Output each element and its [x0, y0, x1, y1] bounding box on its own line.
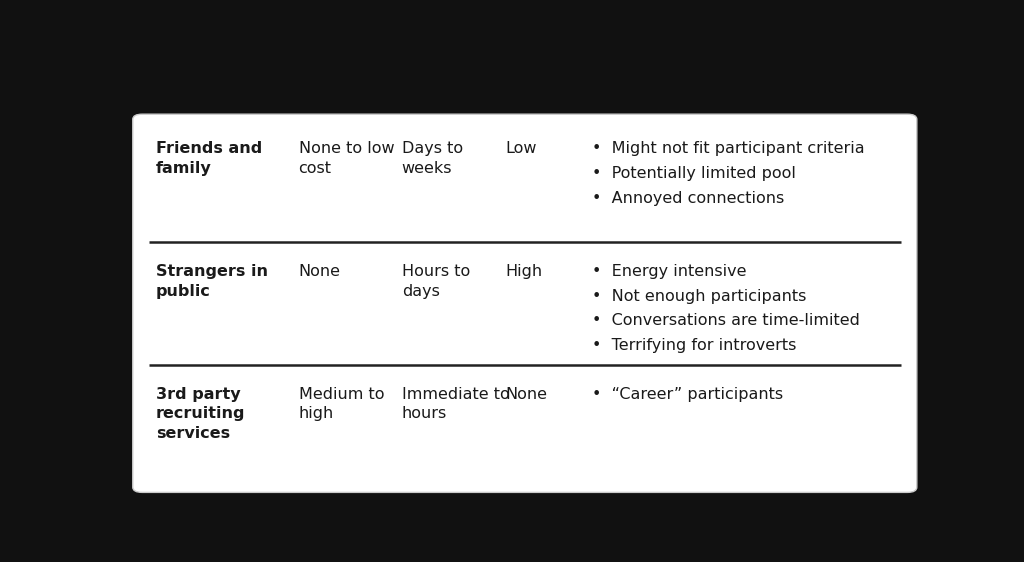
Text: Low: Low [505, 142, 537, 156]
FancyBboxPatch shape [133, 114, 916, 492]
Text: None: None [505, 387, 547, 402]
Text: •  Potentially limited pool: • Potentially limited pool [592, 166, 796, 181]
Text: •  Energy intensive: • Energy intensive [592, 264, 746, 279]
Text: •  Annoyed connections: • Annoyed connections [592, 191, 784, 206]
Text: Strangers in
public: Strangers in public [156, 264, 268, 299]
Text: High: High [505, 264, 542, 279]
Text: Immediate to
hours: Immediate to hours [401, 387, 510, 422]
Text: •  “Career” participants: • “Career” participants [592, 387, 783, 402]
Text: Friends and
family: Friends and family [156, 142, 262, 176]
Text: None to low
cost: None to low cost [299, 142, 394, 176]
Text: Days to
weeks: Days to weeks [401, 142, 463, 176]
Text: Hours to
days: Hours to days [401, 264, 470, 299]
Text: •  Might not fit participant criteria: • Might not fit participant criteria [592, 142, 865, 156]
Text: •  Terrifying for introverts: • Terrifying for introverts [592, 338, 797, 353]
Text: None: None [299, 264, 341, 279]
Text: •  Not enough participants: • Not enough participants [592, 289, 807, 303]
Text: 3rd party
recruiting
services: 3rd party recruiting services [156, 387, 246, 441]
Text: •  Conversations are time-limited: • Conversations are time-limited [592, 313, 860, 328]
Text: Medium to
high: Medium to high [299, 387, 384, 422]
